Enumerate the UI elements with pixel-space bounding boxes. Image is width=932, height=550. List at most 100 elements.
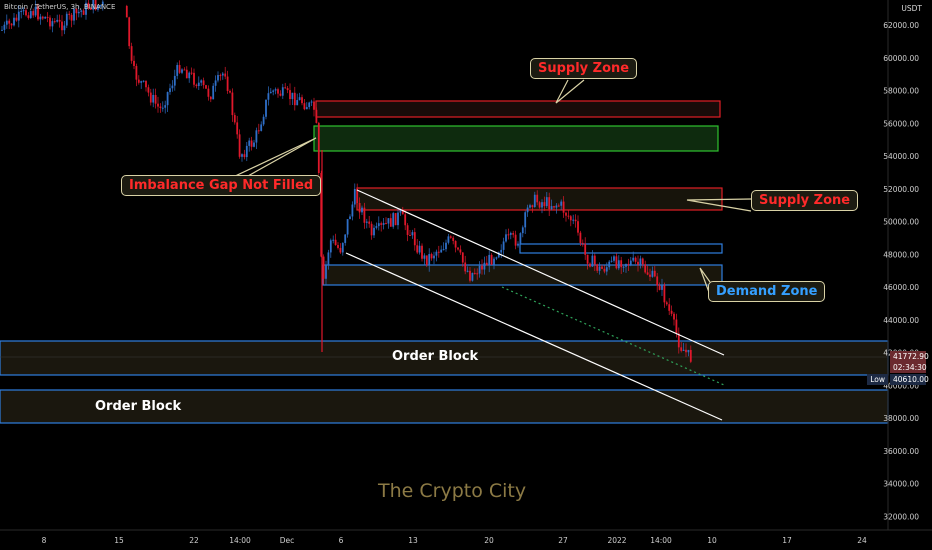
zone-rectangles	[0, 100, 889, 424]
candle-body	[181, 69, 183, 73]
candle-body	[613, 256, 615, 261]
candle-body	[601, 266, 603, 269]
candle-body	[195, 84, 198, 87]
candle-body	[548, 197, 551, 210]
candle-body	[476, 273, 479, 275]
candle-body	[464, 262, 467, 272]
candle-body	[409, 234, 411, 236]
candle-body	[555, 205, 558, 208]
candle-body	[485, 262, 488, 266]
demand-zone-callout[interactable]: Demand Zone	[708, 281, 826, 302]
candle-body	[284, 87, 287, 89]
candle-body	[490, 254, 493, 265]
candle-body	[128, 17, 131, 47]
candle-body	[382, 223, 385, 225]
candle-body	[459, 249, 462, 253]
price-tick-label: 58000.00	[883, 87, 919, 96]
candle-body	[169, 88, 171, 93]
time-axis[interactable]: 8 15 22 14:00 Dec 6 13 20 27 2022 14:00 10 17 24	[42, 536, 867, 545]
candle-body	[214, 80, 217, 86]
candle-body	[629, 260, 632, 265]
candle-body	[543, 202, 546, 207]
price-tick-label: 38000.00	[883, 414, 919, 423]
candle-body	[140, 81, 143, 83]
candle-body	[301, 97, 303, 104]
candle-body	[545, 197, 548, 207]
candle-body	[363, 207, 366, 223]
candle-body	[572, 219, 575, 221]
candle-body	[689, 349, 692, 362]
candle-body	[421, 245, 423, 259]
candle-body	[418, 245, 421, 253]
candle-body	[154, 94, 157, 104]
candle-body	[593, 255, 596, 265]
candle-body	[375, 226, 378, 228]
supply-zone-top-callout[interactable]: Supply Zone	[530, 58, 638, 79]
candle-body	[289, 90, 291, 100]
price-axis[interactable]: 62000.00 60000.00 58000.00 56000.00 54000.00…	[883, 21, 919, 521]
candle-body	[157, 103, 159, 107]
candle-body	[56, 19, 59, 22]
candle-body	[452, 237, 455, 241]
supply-zone-right-callout[interactable]: Supply Zone	[751, 190, 859, 211]
candle-body	[413, 232, 416, 246]
candle-body	[315, 109, 318, 123]
candle-body	[579, 232, 582, 243]
candle-body	[557, 205, 560, 207]
channel-lower-line	[345, 252, 723, 421]
candle-body	[437, 251, 440, 253]
candle-body	[130, 46, 133, 61]
candle-body	[332, 239, 335, 241]
candle-body	[133, 60, 135, 66]
imbalance-gap-callout[interactable]: Imbalance Gap Not Filled	[121, 175, 322, 196]
candle-body	[291, 92, 294, 100]
candle-body	[310, 101, 313, 103]
candle-body	[473, 272, 476, 274]
candle-body	[349, 216, 351, 220]
candle-body	[586, 254, 589, 264]
candle-body	[207, 88, 210, 97]
candle-body	[493, 258, 495, 265]
candle-body	[70, 14, 73, 21]
channel-upper-line	[356, 189, 725, 356]
candle-body	[649, 274, 651, 277]
candle-body	[502, 241, 505, 250]
candle-body	[166, 92, 169, 106]
currency-label: USDT	[901, 4, 922, 13]
candle-body	[5, 20, 8, 25]
candle-body	[97, 5, 99, 10]
candle-body	[646, 272, 649, 275]
price-tick-label: 50000.00	[883, 218, 919, 227]
candle-body	[279, 93, 282, 96]
candle-body	[661, 285, 663, 290]
candle-body	[205, 85, 207, 89]
candle-body	[397, 212, 399, 226]
candle-body	[373, 227, 375, 236]
candle-body	[569, 216, 572, 221]
time-tick-label: 10	[707, 536, 717, 545]
candle-body	[385, 223, 387, 225]
candle-body	[262, 116, 265, 125]
candle-body	[509, 233, 512, 235]
candle-body	[277, 89, 279, 94]
candle-body	[317, 122, 320, 174]
time-tick-label: 17	[782, 536, 792, 545]
candle-body	[610, 260, 613, 262]
candle-body	[632, 257, 635, 261]
descending-channel	[345, 189, 725, 421]
candle-body	[65, 13, 68, 26]
candle-body	[34, 6, 37, 16]
candle-body	[61, 21, 63, 31]
time-tick-label: 13	[408, 536, 418, 545]
candle-body	[512, 233, 515, 235]
candle-body	[445, 242, 447, 250]
candle-body	[615, 256, 618, 269]
candle-body	[92, 0, 95, 10]
candle-body	[481, 265, 483, 270]
time-tick-label: 20	[484, 536, 494, 545]
candle-body	[200, 80, 203, 83]
small-demand-box	[519, 243, 723, 254]
candle-body	[171, 85, 174, 89]
candle-body	[605, 267, 608, 272]
